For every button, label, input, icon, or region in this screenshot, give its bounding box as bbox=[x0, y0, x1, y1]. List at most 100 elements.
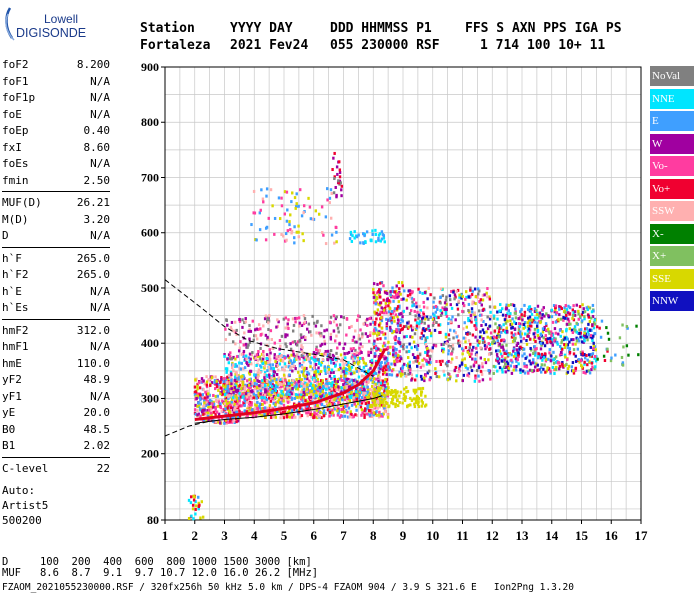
scatter-point bbox=[266, 383, 270, 387]
scatter-point bbox=[289, 213, 292, 217]
scatter-point bbox=[375, 311, 378, 315]
scatter-point bbox=[247, 389, 250, 393]
scatter-point bbox=[517, 353, 520, 357]
scatter-point bbox=[212, 393, 215, 397]
param-row: yE 20.0 bbox=[2, 405, 110, 422]
scatter-point bbox=[532, 369, 536, 373]
scatter-point bbox=[286, 229, 290, 233]
scatter-point bbox=[280, 385, 283, 389]
scatter-point bbox=[226, 375, 229, 379]
scatter-point bbox=[385, 368, 388, 372]
scatter-point bbox=[325, 394, 329, 398]
scatter-point bbox=[382, 400, 385, 404]
scatter-point bbox=[280, 379, 283, 383]
scatter-point bbox=[238, 391, 241, 395]
scatter-point bbox=[268, 376, 272, 380]
scatter-point bbox=[362, 361, 366, 365]
scatter-point bbox=[433, 296, 436, 300]
scatter-point bbox=[265, 380, 269, 384]
scatter-point bbox=[283, 239, 287, 243]
scatter-point bbox=[410, 296, 414, 300]
scatter-point bbox=[429, 334, 433, 338]
scatter-point bbox=[239, 390, 242, 394]
scatter-point bbox=[394, 313, 398, 317]
scatter-point bbox=[365, 363, 368, 367]
param-label: D bbox=[2, 229, 9, 242]
scatter-point bbox=[493, 341, 496, 345]
scatter-point bbox=[388, 352, 391, 356]
scatter-point bbox=[543, 344, 547, 348]
param-row: foF2 8.200 bbox=[2, 57, 110, 74]
scatter-point bbox=[443, 340, 447, 344]
scatter-point bbox=[424, 374, 428, 378]
scatter-point bbox=[478, 335, 482, 339]
scatter-point bbox=[358, 365, 361, 369]
scatter-point bbox=[355, 360, 358, 364]
scatter-point bbox=[272, 415, 275, 419]
scatter-point bbox=[295, 356, 298, 360]
scatter-point bbox=[442, 350, 445, 354]
scatter-point bbox=[197, 412, 200, 416]
scatter-point bbox=[250, 383, 253, 387]
scatter-point bbox=[227, 389, 230, 393]
scatter-point bbox=[585, 327, 589, 331]
scatter-point bbox=[359, 328, 362, 332]
param-value: N/A bbox=[90, 301, 110, 314]
scatter-point bbox=[416, 402, 420, 406]
scatter-point bbox=[336, 326, 340, 330]
scatter-point bbox=[250, 390, 254, 394]
scatter-point bbox=[454, 365, 457, 369]
scatter-point bbox=[374, 389, 378, 393]
scatter-point bbox=[572, 352, 576, 356]
scatter-point bbox=[193, 385, 197, 389]
scatter-point bbox=[422, 305, 426, 309]
x-tick-label: 17 bbox=[635, 528, 649, 543]
scatter-point bbox=[450, 357, 454, 361]
scatter-point bbox=[289, 387, 292, 391]
scatter-point bbox=[310, 414, 313, 418]
scatter-point bbox=[379, 281, 382, 285]
scatter-point bbox=[374, 395, 377, 399]
scatter-point bbox=[358, 393, 361, 397]
scatter-point bbox=[285, 415, 289, 419]
scatter-point bbox=[273, 232, 276, 236]
scatter-point bbox=[217, 412, 221, 416]
scatter-point bbox=[561, 330, 564, 334]
scatter-point bbox=[340, 386, 343, 390]
scatter-point bbox=[581, 335, 584, 339]
scatter-point bbox=[353, 402, 356, 406]
scatter-point bbox=[531, 318, 534, 322]
scatter-point bbox=[561, 360, 564, 364]
scatter-point bbox=[405, 390, 408, 394]
scatter-point bbox=[224, 387, 227, 391]
scatter-point bbox=[371, 229, 374, 233]
scatter-point bbox=[263, 413, 266, 417]
scatter-point bbox=[340, 370, 343, 374]
scatter-point bbox=[277, 393, 280, 397]
scatter-point bbox=[303, 392, 306, 396]
scatter-point bbox=[468, 354, 472, 358]
scatter-point bbox=[506, 319, 509, 323]
scatter-point bbox=[340, 184, 344, 188]
scatter-point bbox=[295, 192, 298, 196]
scatter-point bbox=[253, 387, 257, 391]
scatter-point bbox=[465, 290, 468, 294]
scatter-point bbox=[322, 391, 325, 395]
scatter-point bbox=[243, 366, 247, 370]
scatter-point bbox=[467, 295, 471, 299]
scatter-point bbox=[529, 318, 532, 322]
scatter-point bbox=[367, 401, 370, 405]
scatter-point bbox=[517, 351, 520, 355]
scatter-point bbox=[500, 367, 504, 371]
scatter-point bbox=[517, 317, 520, 321]
scatter-point bbox=[457, 339, 460, 343]
scatter-point bbox=[414, 389, 418, 393]
scatter-point bbox=[396, 292, 399, 296]
scatter-point bbox=[436, 307, 439, 311]
scatter-point bbox=[405, 324, 408, 328]
scatter-point bbox=[336, 409, 339, 413]
scatter-point bbox=[206, 389, 209, 393]
scatter-point bbox=[233, 406, 237, 410]
scatter-point bbox=[338, 179, 342, 183]
scatter-point bbox=[276, 324, 279, 328]
